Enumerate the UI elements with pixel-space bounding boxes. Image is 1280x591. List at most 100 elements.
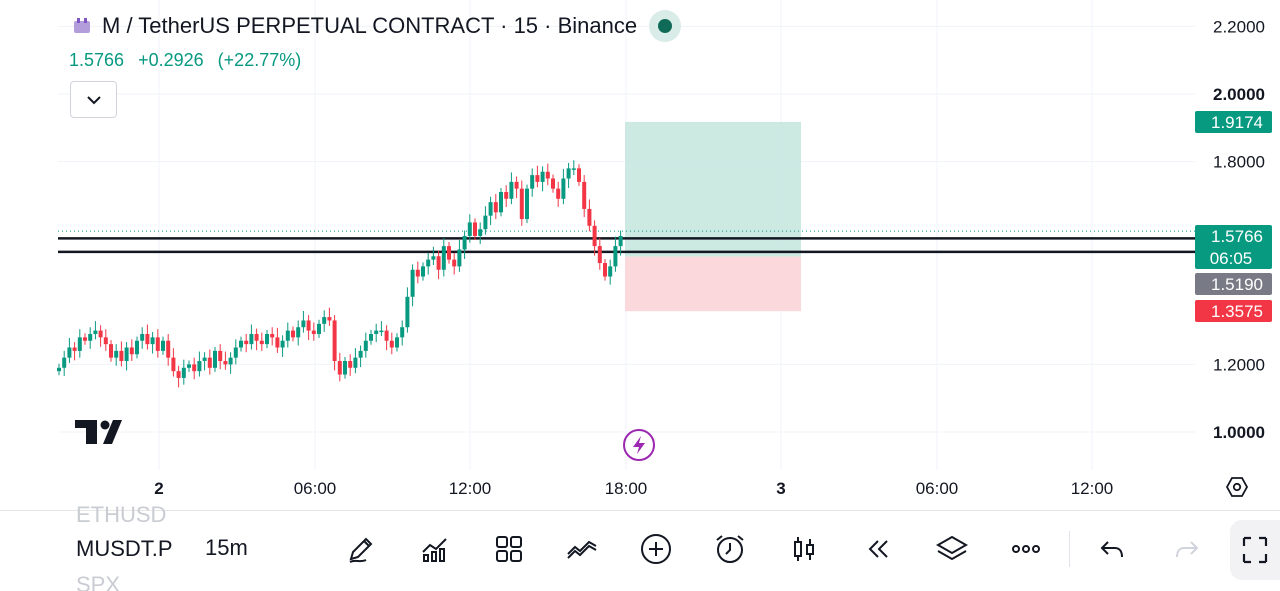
candle	[280, 335, 285, 357]
symbol-picker[interactable]: ETHUSD MUSDT.P SPX	[76, 502, 184, 591]
candle-body	[483, 215, 488, 230]
current-symbol[interactable]: MUSDT.P	[76, 536, 173, 561]
layers-icon[interactable]	[932, 529, 972, 569]
candle-body	[499, 192, 503, 213]
candle	[587, 199, 592, 232]
alarm-clock-icon[interactable]	[710, 529, 750, 569]
candle-body	[207, 357, 212, 368]
fullscreen-button[interactable]	[1230, 520, 1280, 580]
lightning-flash-icon[interactable]	[623, 429, 655, 461]
candle	[239, 336, 243, 352]
redo-icon[interactable]	[1167, 529, 1207, 569]
price-labels: 1.9174 1.5766 06:05 1.5190 1.3575	[1195, 111, 1272, 322]
candle-body	[493, 202, 498, 213]
candle	[192, 357, 197, 380]
collapse-legend-button[interactable]	[70, 81, 117, 118]
candle-body	[441, 246, 446, 270]
candle-body	[233, 347, 238, 358]
candle	[207, 349, 212, 375]
candle-body	[306, 320, 311, 331]
candle	[124, 342, 129, 371]
indicators-chart-icon[interactable]	[415, 529, 455, 569]
candle	[197, 351, 202, 377]
symbol-option[interactable]: ETHUSD	[76, 502, 167, 527]
candle	[415, 261, 420, 284]
candle	[608, 259, 613, 285]
price-change-percent: (+22.77%)	[217, 50, 302, 70]
candle-body	[395, 337, 399, 348]
price-chart[interactable]: 1.0000 1.2000 1.8000 2.0000 2.2000 1.9174 1.5…	[0, 0, 1280, 510]
drawing-tools-icon[interactable]	[562, 529, 602, 569]
more-dots-icon[interactable]	[1006, 529, 1046, 569]
candle-body	[176, 371, 181, 378]
candle	[57, 363, 61, 376]
candle	[353, 348, 358, 374]
candle	[452, 252, 457, 275]
market-status-icon[interactable]	[649, 10, 682, 42]
add-circle-icon[interactable]	[636, 529, 676, 569]
candle-body	[72, 347, 77, 351]
candle-body	[280, 340, 285, 348]
candle-body	[374, 330, 379, 334]
candle	[603, 258, 607, 281]
candle-body	[577, 168, 581, 182]
candle	[254, 328, 259, 351]
candle	[571, 160, 576, 176]
candle-body	[452, 259, 457, 267]
candle	[504, 185, 509, 207]
price-label-box	[1195, 225, 1272, 269]
candle-body	[478, 229, 483, 236]
replay-rewind-icon[interactable]	[858, 529, 898, 569]
candle	[421, 262, 425, 281]
candle-body	[509, 181, 514, 199]
symbol-option[interactable]: SPX	[76, 572, 121, 591]
candle-body	[213, 350, 217, 368]
symbol-title[interactable]: M / TetherUS PERPETUAL CONTRACT · 15 · B…	[102, 13, 638, 38]
price-label-text: 1.5766	[1211, 227, 1263, 246]
candle	[613, 236, 618, 272]
candle	[67, 338, 72, 364]
candle	[540, 166, 545, 192]
candle	[488, 196, 493, 226]
candle	[244, 333, 249, 353]
candle	[223, 351, 228, 370]
price-axis-label: 1.8000	[1213, 153, 1265, 172]
undo-icon[interactable]	[1092, 529, 1132, 569]
candle-body	[400, 327, 405, 338]
candle	[301, 310, 306, 333]
candle	[322, 310, 327, 332]
candle	[514, 176, 519, 199]
candle	[140, 327, 145, 349]
candle-body	[462, 235, 467, 250]
candle	[213, 346, 217, 372]
candle-body	[265, 333, 269, 345]
candle	[410, 264, 415, 307]
candle-body	[431, 256, 436, 260]
interval-selector[interactable]: 15m	[205, 535, 248, 560]
candle-style-icon[interactable]	[784, 529, 824, 569]
candle	[556, 181, 561, 207]
candle-body	[67, 347, 72, 358]
candle	[145, 324, 150, 350]
candle-body	[405, 296, 410, 328]
candle-body	[327, 317, 332, 321]
candle	[363, 332, 368, 358]
candle	[275, 327, 280, 353]
time-axis-label: 18:00	[605, 479, 648, 498]
grid-layout-icon[interactable]	[489, 529, 529, 569]
candle	[431, 246, 436, 266]
candle	[379, 321, 384, 337]
price-axis-label: 2.2000	[1213, 17, 1265, 36]
tradingview-logo-icon[interactable]	[75, 420, 122, 444]
candle	[98, 325, 103, 347]
candle	[233, 339, 238, 365]
fullscreen-icon	[1242, 536, 1268, 564]
candle	[62, 350, 67, 376]
pencil-draw-icon[interactable]	[341, 529, 381, 569]
candle	[457, 240, 462, 272]
symbol-icon	[74, 18, 90, 33]
candle	[400, 320, 405, 346]
candle	[181, 359, 186, 385]
price-summary: 1.5766 +0.2926 (+22.77%)	[69, 50, 310, 71]
settings-hexagon-icon[interactable]	[1225, 477, 1249, 497]
